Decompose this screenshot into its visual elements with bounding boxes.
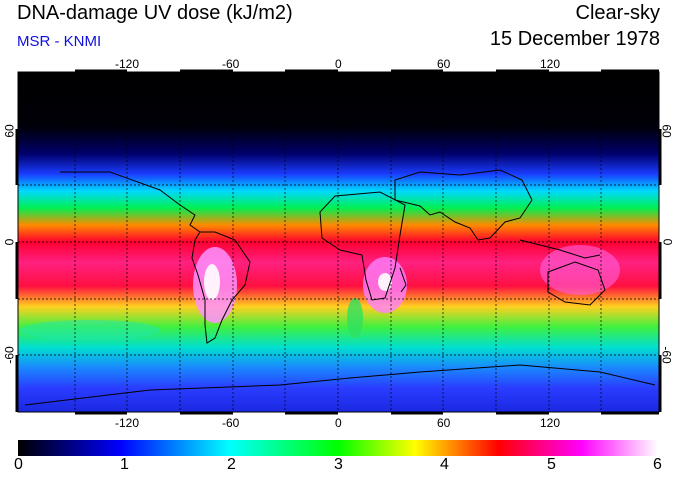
lon-label-bottom-neg60: -60: [222, 416, 240, 430]
colorbar: [18, 440, 658, 456]
credit-label: MSR - KNMI: [17, 33, 102, 50]
lon-label-bottom-60: 60: [437, 416, 451, 430]
coastlines: [24, 169, 656, 406]
lon-label-top-neg120: -120: [115, 57, 140, 71]
lon-label-bottom-0: 0: [335, 416, 342, 430]
lon-label-top-neg60: -60: [222, 57, 240, 71]
colorbar-label-2: 2: [227, 456, 236, 473]
sky-condition-label: Clear-sky: [575, 2, 660, 24]
lon-label-top-0: 0: [335, 57, 342, 71]
graticule: [18, 72, 659, 412]
colorbar-label-6: 6: [653, 456, 662, 473]
map-title: DNA-damage UV dose (kJ/m2): [17, 2, 293, 24]
colorbar-label-5: 5: [547, 456, 556, 473]
lon-label-top-60: 60: [437, 57, 451, 71]
lon-label-bottom-120: 120: [540, 416, 561, 430]
lon-label-top-120: 120: [540, 57, 561, 71]
colorbar-label-1: 1: [120, 456, 129, 473]
date-label: 15 December 1978: [489, 28, 660, 50]
colorbar-label-4: 4: [440, 456, 449, 473]
colorbar-label-0: 0: [14, 456, 23, 473]
lon-label-bottom-neg120: -120: [115, 416, 140, 430]
colorbar-label-3: 3: [334, 456, 343, 473]
